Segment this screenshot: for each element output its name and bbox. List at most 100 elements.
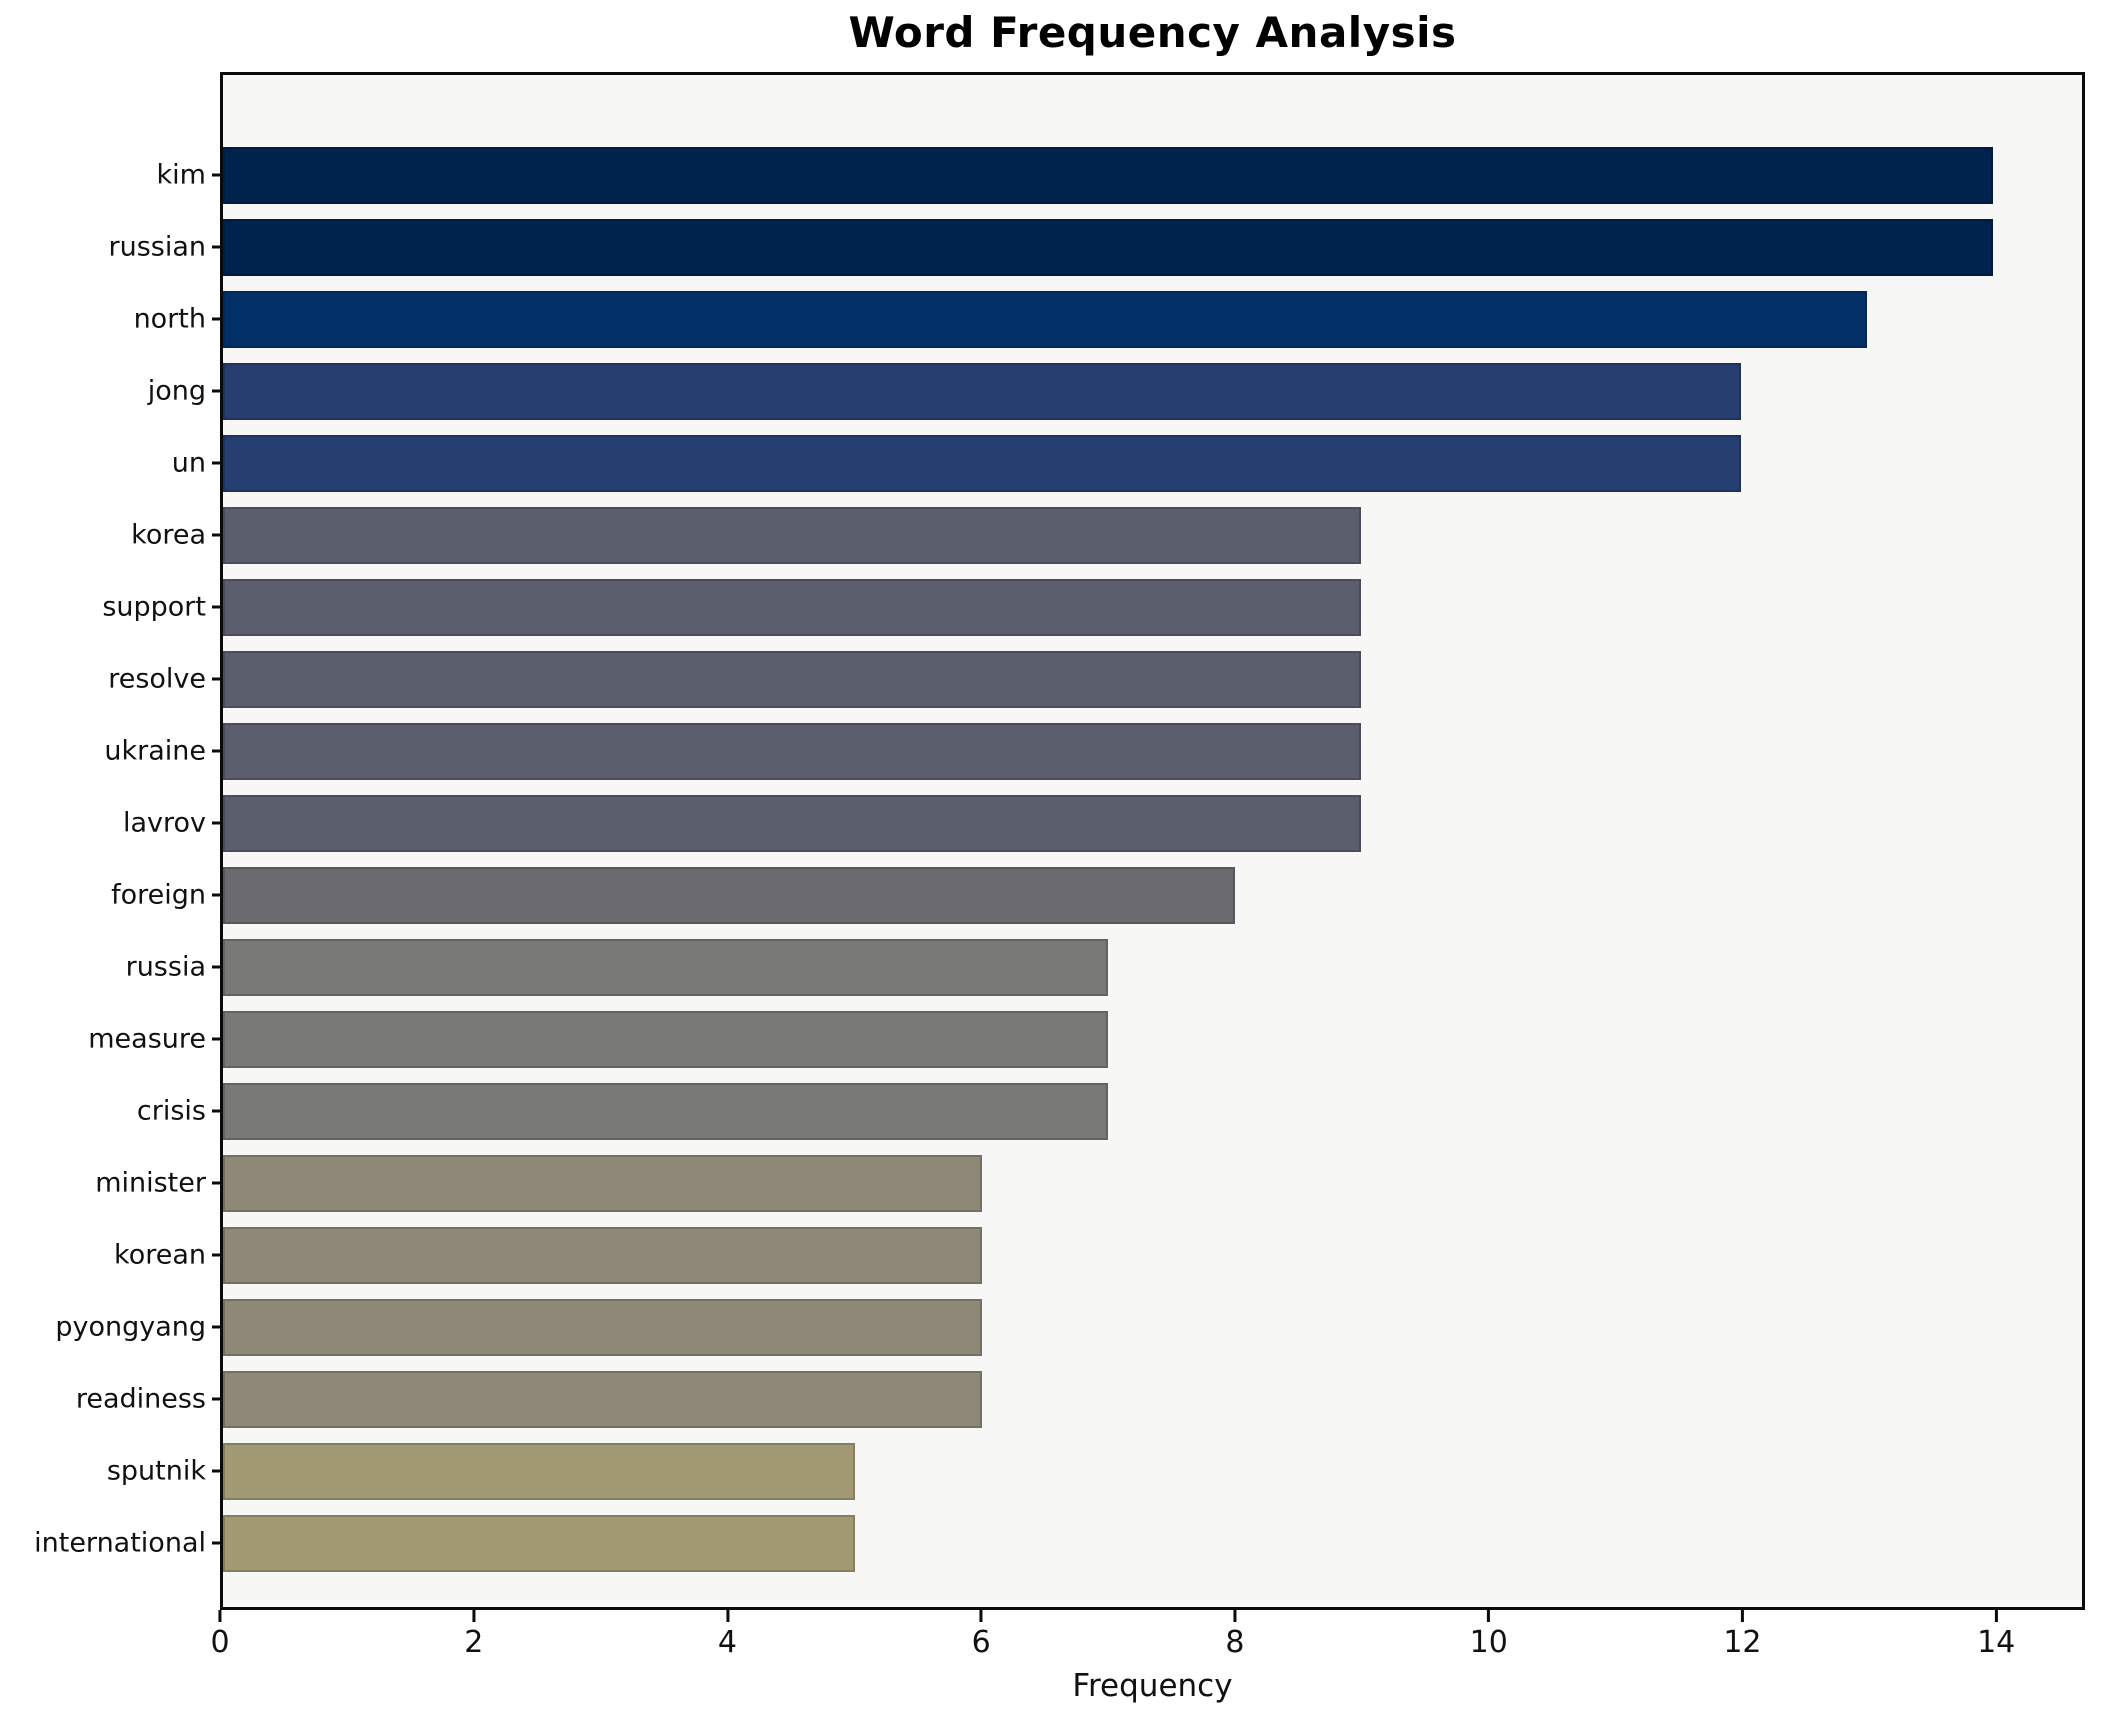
y-tick-label: minister <box>95 1167 206 1199</box>
bar-row: un <box>172 427 2082 499</box>
bar <box>223 650 1362 708</box>
bar-row: international <box>34 1507 2082 1579</box>
bar <box>223 1514 856 1572</box>
y-tick-label: ukraine <box>104 735 206 767</box>
y-tick-mark <box>212 173 223 177</box>
bar-row: russian <box>108 211 2082 283</box>
y-tick-mark <box>212 749 223 753</box>
y-tick-mark <box>212 893 223 897</box>
bar <box>223 1010 1109 1068</box>
y-tick-mark <box>212 821 223 825</box>
bar <box>223 794 1362 852</box>
bar-row: kim <box>157 139 2082 211</box>
y-tick-label: russian <box>108 231 206 263</box>
y-tick-mark <box>212 605 223 609</box>
bar-row: measure <box>88 1003 2082 1075</box>
y-tick-label: russia <box>125 951 206 983</box>
bar-row: ukraine <box>104 715 2082 787</box>
x-tick-label: 4 <box>717 1625 738 1660</box>
bar <box>223 362 1741 420</box>
x-tick-mark <box>472 1610 476 1622</box>
chart-title: Word Frequency Analysis <box>848 8 1457 57</box>
bar <box>223 506 1362 564</box>
bar-row: north <box>134 283 2082 355</box>
y-tick-mark <box>212 1469 223 1473</box>
x-tick: 14 <box>1977 1610 2015 1658</box>
y-tick-mark <box>212 533 223 537</box>
bar <box>223 1154 982 1212</box>
y-tick-label: support <box>102 591 206 623</box>
x-tick-label: 6 <box>971 1625 991 1660</box>
bar-row: resolve <box>108 643 2082 715</box>
y-tick-label: pyongyang <box>55 1311 206 1343</box>
plot-area: kim russian north jong un korea support resolve… <box>34 72 2085 1610</box>
bar <box>223 434 1741 492</box>
y-tick-label: un <box>171 447 206 479</box>
bar <box>223 1298 982 1356</box>
x-tick: 8 <box>1225 1610 1245 1660</box>
x-tick: 2 <box>464 1610 483 1658</box>
x-tick-label: 0 <box>210 1625 230 1660</box>
x-tick: 12 <box>1723 1610 1762 1660</box>
y-tick-label: kim <box>156 159 206 191</box>
y-tick-label: readiness <box>75 1383 206 1415</box>
bar-row: sputnik <box>107 1435 2082 1507</box>
bar-row: readiness <box>76 1363 2082 1435</box>
bar <box>223 218 1994 276</box>
bar-row: korea <box>131 499 2082 571</box>
y-tick-mark <box>212 1541 223 1545</box>
bar-row: foreign <box>111 859 2082 931</box>
bar <box>223 1082 1109 1140</box>
y-tick-mark <box>212 965 223 969</box>
y-tick-label: measure <box>88 1023 206 1055</box>
y-tick-mark <box>212 677 223 681</box>
x-tick-mark <box>1233 1610 1237 1622</box>
y-tick-mark <box>212 1397 223 1401</box>
x-tick-label: 14 <box>1977 1625 2016 1660</box>
bar <box>223 146 1994 204</box>
y-tick-label: foreign <box>111 879 206 911</box>
x-tick-mark <box>1994 1610 1998 1622</box>
x-tick-label: 2 <box>464 1625 484 1660</box>
x-axis-title: Frequency <box>1072 1668 1233 1704</box>
y-tick-label: korean <box>114 1239 206 1271</box>
bar <box>223 866 1235 924</box>
bar <box>223 1370 982 1428</box>
bar <box>223 1226 982 1284</box>
y-tick-mark <box>212 1325 223 1329</box>
bar <box>223 290 1867 348</box>
x-tick: 4 <box>718 1610 737 1658</box>
y-tick-label: international <box>34 1527 206 1559</box>
y-tick-label: korea <box>131 519 206 551</box>
y-tick-label: sputnik <box>106 1455 206 1487</box>
y-tick-mark <box>212 1037 223 1041</box>
x-tick-label: 8 <box>1225 1625 1245 1660</box>
y-tick-label: crisis <box>136 1095 206 1127</box>
y-tick-mark <box>212 461 223 465</box>
y-tick-label: north <box>133 303 206 335</box>
x-tick-mark <box>1487 1610 1491 1622</box>
bar-row: minister <box>95 1147 2082 1219</box>
bar <box>223 722 1362 780</box>
x-tick: 0 <box>210 1610 230 1660</box>
bar-row: lavrov <box>123 787 2082 859</box>
y-tick-label: lavrov <box>122 807 206 839</box>
x-tick-mark <box>218 1610 222 1622</box>
bar <box>223 938 1109 996</box>
bar-row: crisis <box>137 1075 2082 1147</box>
y-tick-mark <box>212 317 223 321</box>
bar-row: jong <box>148 355 2082 427</box>
x-tick-mark <box>1740 1610 1744 1622</box>
x-axis: 0 2 4 6 8 10 12 14 <box>210 1610 2085 1720</box>
y-tick-mark <box>212 245 223 249</box>
bars-layer: kim russian north jong un korea support resolve… <box>34 75 2082 1607</box>
y-tick-mark <box>212 1181 223 1185</box>
y-tick-mark <box>212 1109 223 1113</box>
x-tick: 6 <box>972 1610 991 1658</box>
x-tick-label: 12 <box>1723 1625 1762 1660</box>
bar <box>223 1442 856 1500</box>
x-tick-label: 10 <box>1469 1625 1508 1660</box>
x-tick-mark <box>979 1610 983 1622</box>
bar-row: korean <box>114 1219 2082 1291</box>
